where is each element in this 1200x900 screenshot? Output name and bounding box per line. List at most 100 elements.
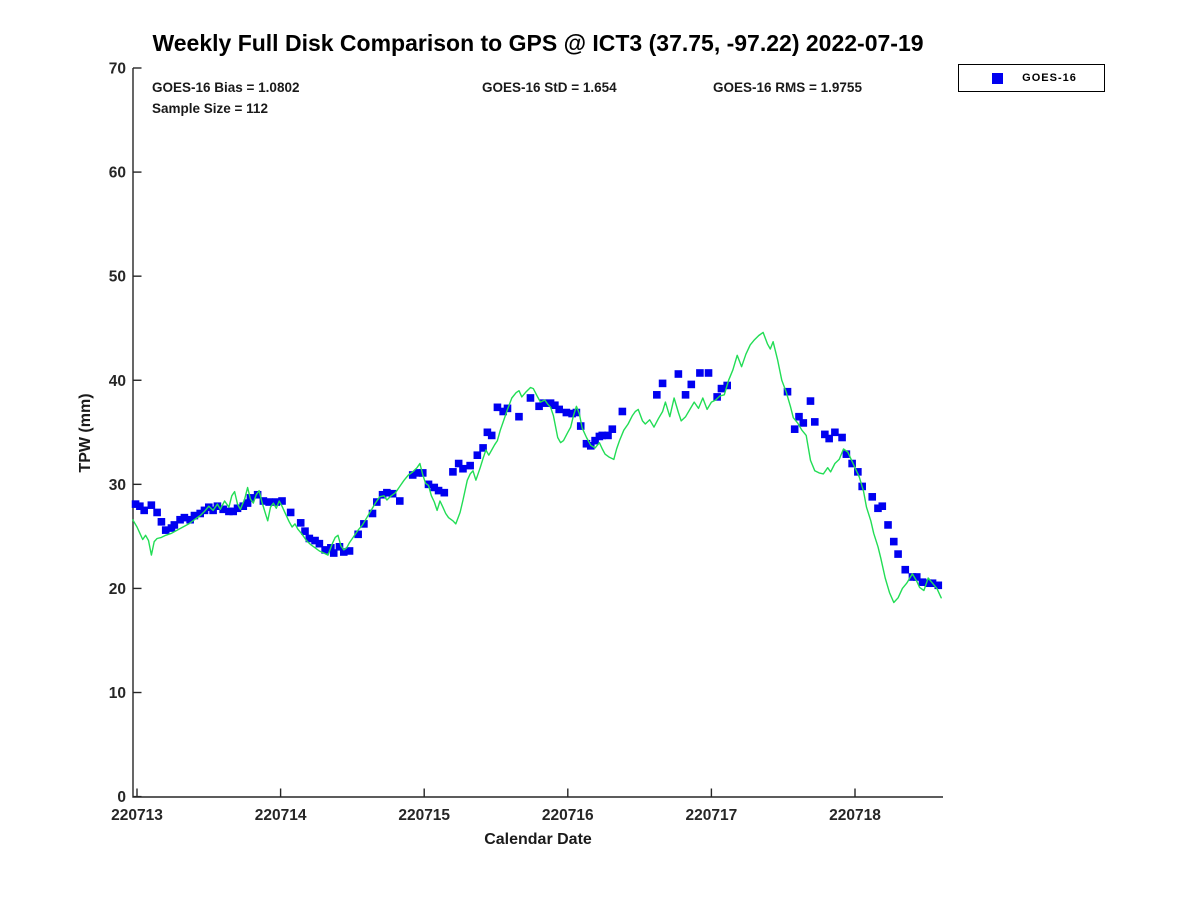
data-point-marker (196, 509, 204, 518)
data-point-marker (658, 379, 667, 388)
x-tick-label: 220715 (398, 807, 450, 824)
data-point-marker (424, 480, 433, 489)
data-point-marker (598, 431, 607, 440)
data-point-marker (878, 502, 887, 511)
data-point-marker (259, 497, 268, 505)
data-point-marker (153, 508, 161, 517)
y-tick-label: 10 (109, 685, 126, 702)
data-point-marker (339, 548, 348, 556)
data-point-marker (562, 408, 571, 417)
data-point-marker (466, 461, 474, 470)
data-point-marker (408, 471, 417, 479)
data-point-marker (233, 504, 242, 513)
data-point-marker (687, 380, 696, 389)
data-point-marker (696, 369, 704, 377)
data-point-marker (272, 498, 281, 506)
data-point-marker (674, 370, 683, 378)
data-point-marker (551, 401, 559, 410)
data-point-marker (368, 509, 377, 518)
data-point-marker (582, 439, 591, 448)
data-point-marker (454, 459, 463, 468)
data-point-marker (449, 468, 457, 476)
data-point-marker (430, 483, 439, 492)
stat-bias: GOES-16 Bias = 1.0802 (152, 80, 300, 95)
x-tick-label: 220717 (686, 807, 738, 824)
data-point-marker (555, 405, 563, 414)
data-point-marker (825, 434, 833, 443)
data-point-marker (546, 399, 555, 407)
legend-square-marker-icon (992, 72, 1003, 84)
data-point-marker (378, 490, 387, 499)
data-point-marker (296, 519, 305, 527)
data-point-marker (515, 412, 523, 421)
data-point-marker (704, 369, 713, 377)
data-point-marker (591, 436, 599, 445)
data-point-marker (806, 397, 815, 405)
x-tick-label: 220716 (542, 807, 594, 824)
y-tick-label: 50 (109, 269, 126, 286)
data-point-marker (229, 507, 238, 516)
data-point-marker (848, 459, 856, 468)
data-point-marker (493, 403, 502, 412)
data-point-marker (414, 469, 423, 477)
data-point-marker (434, 486, 443, 495)
data-point-marker (147, 501, 156, 509)
data-point-marker (799, 419, 808, 427)
data-point-marker (440, 488, 449, 497)
data-point-marker (868, 493, 877, 501)
data-point-marker (321, 546, 329, 554)
data-point-marker (305, 534, 314, 543)
data-point-marker (161, 526, 170, 534)
data-point-marker (345, 547, 354, 555)
legend: GOES-16 (958, 64, 1105, 92)
data-point-marker (894, 550, 902, 558)
data-point-marker (213, 502, 222, 511)
data-point-marker (604, 431, 612, 440)
data-point-marker (335, 542, 344, 551)
data-point-marker (713, 393, 721, 401)
x-tick-label: 220718 (829, 807, 881, 824)
data-point-marker (908, 573, 917, 581)
legend-label: GOES-16 (1022, 72, 1077, 84)
data-point-marker (225, 507, 233, 516)
y-tick-label: 0 (117, 789, 126, 806)
data-point-marker (170, 521, 179, 529)
series-goes16-markers (131, 369, 943, 590)
data-point-marker (311, 536, 319, 545)
data-point-marker (301, 527, 309, 535)
data-point-marker (934, 581, 943, 590)
data-point-marker (838, 433, 846, 442)
series-gps-line (131, 331, 942, 604)
data-point-marker (186, 515, 194, 524)
data-point-marker (884, 521, 892, 529)
data-point-marker (136, 502, 144, 511)
data-point-marker (459, 464, 467, 473)
data-point-marker (395, 497, 404, 505)
data-point-marker (286, 508, 295, 517)
data-point-marker (783, 387, 792, 396)
data-point-marker (535, 402, 543, 411)
x-axis-label: Calendar Date (484, 831, 592, 848)
data-point-marker (842, 450, 851, 458)
data-point-marker (568, 409, 576, 418)
data-point-marker (383, 488, 391, 497)
data-point-marker (278, 497, 286, 505)
data-point-marker (140, 506, 148, 515)
data-point-marker (576, 422, 585, 430)
data-point-marker (131, 500, 140, 508)
y-tick-label: 70 (109, 61, 126, 78)
data-point-marker (354, 530, 362, 539)
data-point-marker (499, 407, 507, 416)
y-tick-label: 30 (109, 477, 126, 494)
data-point-marker (717, 384, 726, 393)
data-point-marker (795, 412, 803, 421)
data-point-marker (572, 408, 581, 417)
x-tick-label: 220713 (111, 807, 163, 824)
data-point-marker (265, 498, 273, 506)
data-point-marker (526, 394, 535, 402)
y-tick-label: 40 (109, 373, 126, 390)
data-point-marker (653, 391, 661, 399)
data-point-marker (901, 565, 910, 574)
stat-std: GOES-16 StD = 1.654 (482, 80, 617, 95)
data-point-marker (483, 428, 492, 437)
